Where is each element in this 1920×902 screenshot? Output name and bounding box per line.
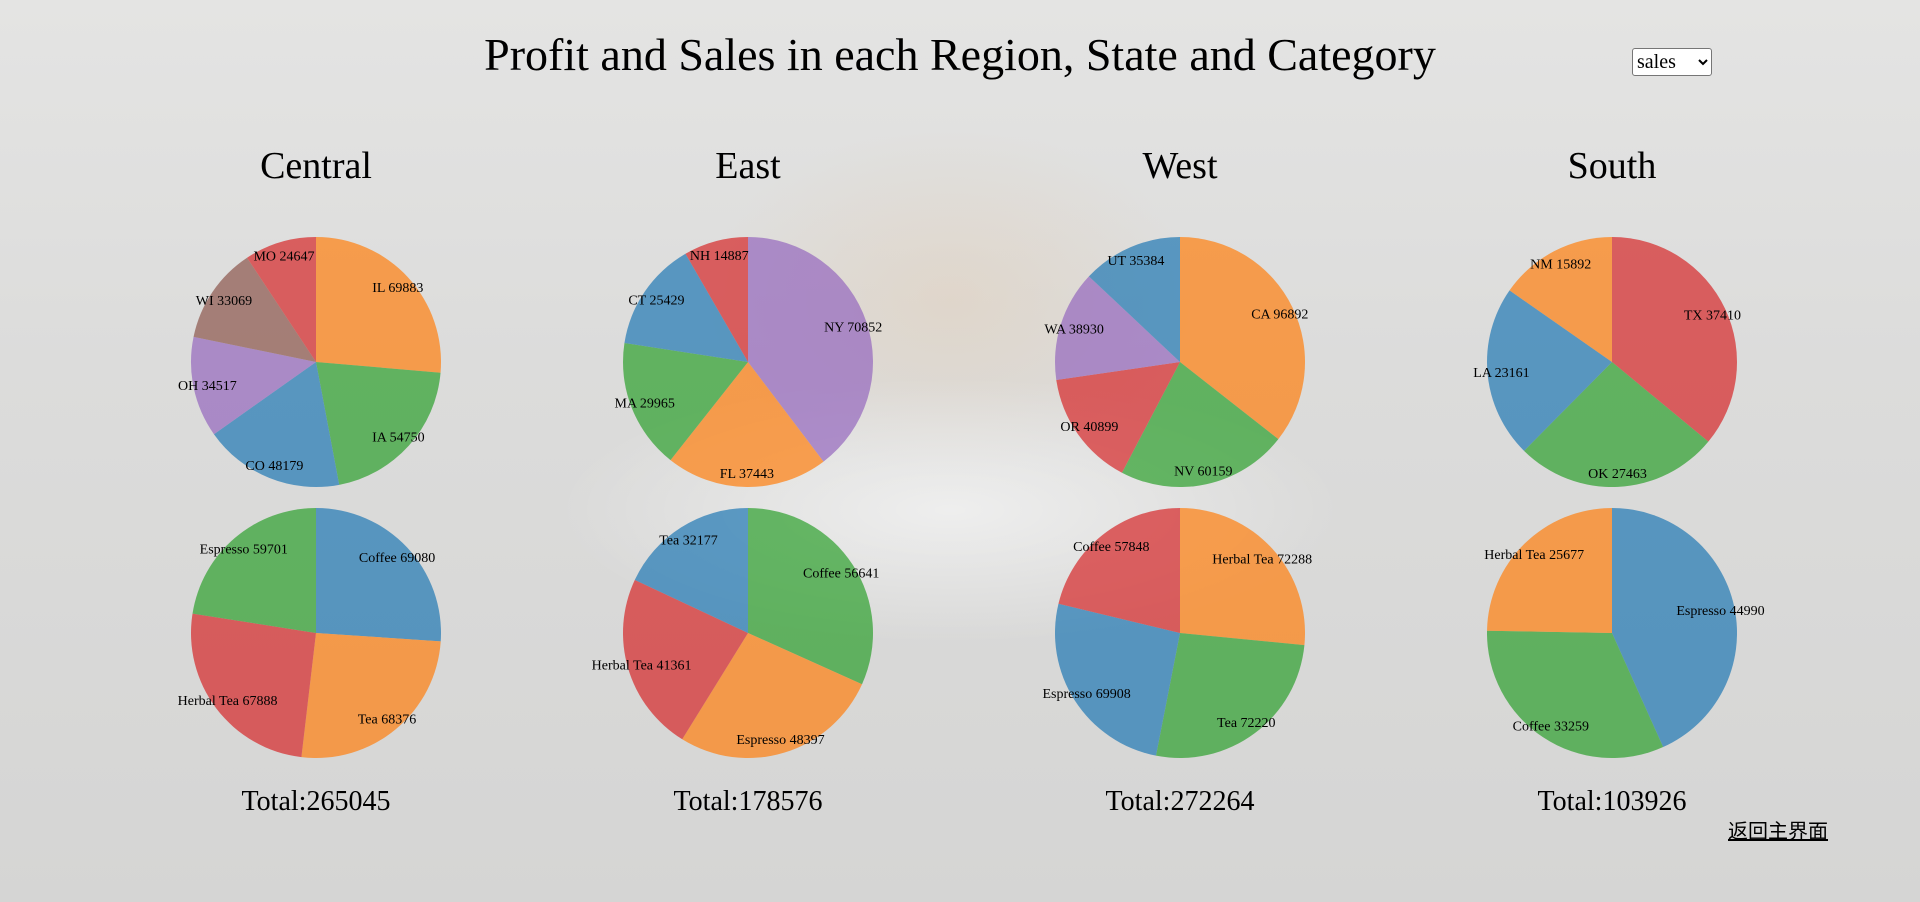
pie-slice-herbal-tea[interactable] [622, 579, 748, 740]
region-total-west: Total:272264 [1105, 786, 1255, 817]
pie-slice-ct[interactable] [624, 253, 748, 362]
pie-slice-espresso[interactable] [192, 508, 316, 633]
pie-slice-espresso[interactable] [1612, 507, 1738, 748]
pie-slice-label: Espresso 48397 [736, 733, 824, 748]
pie-slice-espresso[interactable] [682, 633, 863, 758]
pie-slice-label: WA 38930 [1044, 323, 1104, 338]
pie-slice-label: OH 34517 [178, 379, 237, 394]
pie-slice-label: NH 14887 [690, 249, 749, 264]
pie-slice-coffee[interactable] [1058, 508, 1180, 633]
pie-central-state: IL 69883 IA 54750 CO 48179 OH 34517 WI 33069… [178, 237, 442, 487]
pie-slice-espresso[interactable] [1055, 603, 1180, 756]
page-title: Profit and Sales in each Region, State a… [484, 29, 1436, 80]
pie-slice-il[interactable] [316, 237, 442, 373]
pie-slice-fl[interactable] [670, 362, 824, 487]
pie-slice-label: WI 33069 [196, 294, 252, 309]
pie-slice-la[interactable] [1486, 290, 1612, 451]
pie-slice-label: Coffee 57848 [1073, 540, 1149, 555]
pie-slice-label: TX 37410 [1684, 309, 1741, 324]
pie-slice-herbal-tea[interactable] [1180, 508, 1306, 646]
pie-slice-label: CO 48179 [245, 459, 303, 474]
pie-slice-label: NY 70852 [824, 321, 882, 336]
region-total-central: Total:265045 [241, 786, 391, 817]
pie-slice-coffee[interactable] [1486, 630, 1664, 759]
pie-slice-herbal-tea[interactable] [191, 613, 316, 758]
pie-south-state: TX 37410 OK 27463 LA 23161 NM 15892 [1473, 236, 1741, 488]
pie-slice-ca[interactable] [1180, 237, 1306, 440]
pie-slice-label: NV 60159 [1174, 465, 1232, 480]
pie-slice-ut[interactable] [1088, 237, 1180, 362]
region-total-south: Total:103926 [1537, 786, 1687, 817]
pie-slice-label: Herbal Tea 25677 [1484, 548, 1584, 563]
pie-slice-tea[interactable] [1155, 633, 1305, 758]
pie-slice-wi[interactable] [193, 257, 316, 362]
pie-west-state: CA 96892 NV 60159 OR 40899 WA 38930 UT 35384 [1044, 237, 1308, 487]
pie-slice-ok[interactable] [1524, 362, 1709, 488]
pie-slice-label: OK 27463 [1588, 467, 1647, 482]
pie-slice-label: Tea 68376 [358, 712, 417, 727]
pie-slice-coffee[interactable] [316, 508, 441, 642]
pie-slice-tea[interactable] [301, 633, 441, 759]
pie-slice-oh[interactable] [191, 336, 316, 435]
pie-slice-label: MA 29965 [615, 397, 675, 412]
pie-slice-label: OR 40899 [1060, 420, 1118, 435]
pie-slice-label: IA 54750 [372, 430, 425, 445]
pie-slice-nm[interactable] [1509, 236, 1612, 362]
pie-slice-label: CA 96892 [1251, 307, 1308, 322]
pie-slice-nv[interactable] [1121, 362, 1279, 487]
pie-slice-ma[interactable] [623, 343, 748, 461]
pie-slice-herbal-tea[interactable] [1487, 508, 1612, 633]
pie-slice-label: NM 15892 [1530, 258, 1591, 273]
pie-slice-label: FL 37443 [720, 467, 774, 482]
pie-slice-label: LA 23161 [1473, 366, 1529, 381]
metric-select[interactable]: sales [1632, 48, 1712, 76]
pie-slice-label: IL 69883 [372, 281, 423, 296]
pie-east-state: NY 70852 FL 37443 MA 29965 CT 25429 NH 14887 [615, 236, 882, 487]
pie-slice-label: Coffee 56641 [803, 567, 879, 582]
pie-east-category: Coffee 56641 Espresso 48397 Herbal Tea 413… [592, 508, 879, 758]
pie-slice-label: Coffee 33259 [1513, 720, 1589, 735]
pie-slice-coffee[interactable] [748, 508, 874, 685]
region-title-central: Central [260, 145, 372, 187]
pie-slice-label: CT 25429 [628, 293, 684, 308]
pie-slice-label: UT 35384 [1107, 254, 1164, 269]
pie-slice-label: Herbal Tea 67888 [178, 694, 278, 709]
pie-slice-label: MO 24647 [253, 250, 314, 265]
pie-slice-label: Espresso 59701 [200, 543, 288, 558]
region-total-east: Total:178576 [673, 786, 823, 817]
pie-central-category: Coffee 69080 Tea 68376 Herbal Tea 67888 Esp… [178, 508, 441, 759]
pie-south-category: Espresso 44990 Coffee 33259 Herbal Tea 256… [1484, 507, 1765, 759]
pie-slice-label: Tea 72220 [1217, 716, 1276, 731]
pie-slice-ia[interactable] [316, 362, 441, 485]
pie-slice-mo[interactable] [247, 237, 316, 362]
pie-slice-label: Herbal Tea 41361 [592, 659, 692, 674]
pie-slice-label: Espresso 44990 [1676, 604, 1764, 619]
pie-slice-wa[interactable] [1055, 276, 1180, 380]
region-title-west: West [1142, 145, 1218, 187]
region-title-south: South [1567, 145, 1657, 187]
pie-slice-label: Tea 32177 [659, 533, 718, 548]
pie-slice-co[interactable] [213, 362, 340, 487]
pie-slice-or[interactable] [1056, 362, 1180, 473]
pie-slice-label: Espresso 69908 [1042, 687, 1130, 702]
pie-slice-tx[interactable] [1612, 237, 1738, 442]
pie-slice-label: Coffee 69080 [359, 551, 435, 566]
pie-west-category: Herbal Tea 72288 Tea 72220 Espresso 69908 C… [1042, 508, 1312, 758]
back-to-main-link[interactable]: 返回主界面 [1728, 819, 1828, 843]
region-title-east: East [715, 145, 781, 187]
pie-slice-tea[interactable] [634, 508, 748, 633]
pie-slice-ny[interactable] [748, 236, 874, 462]
pie-slice-label: Herbal Tea 72288 [1212, 552, 1312, 567]
pie-slice-nh[interactable] [685, 237, 748, 362]
